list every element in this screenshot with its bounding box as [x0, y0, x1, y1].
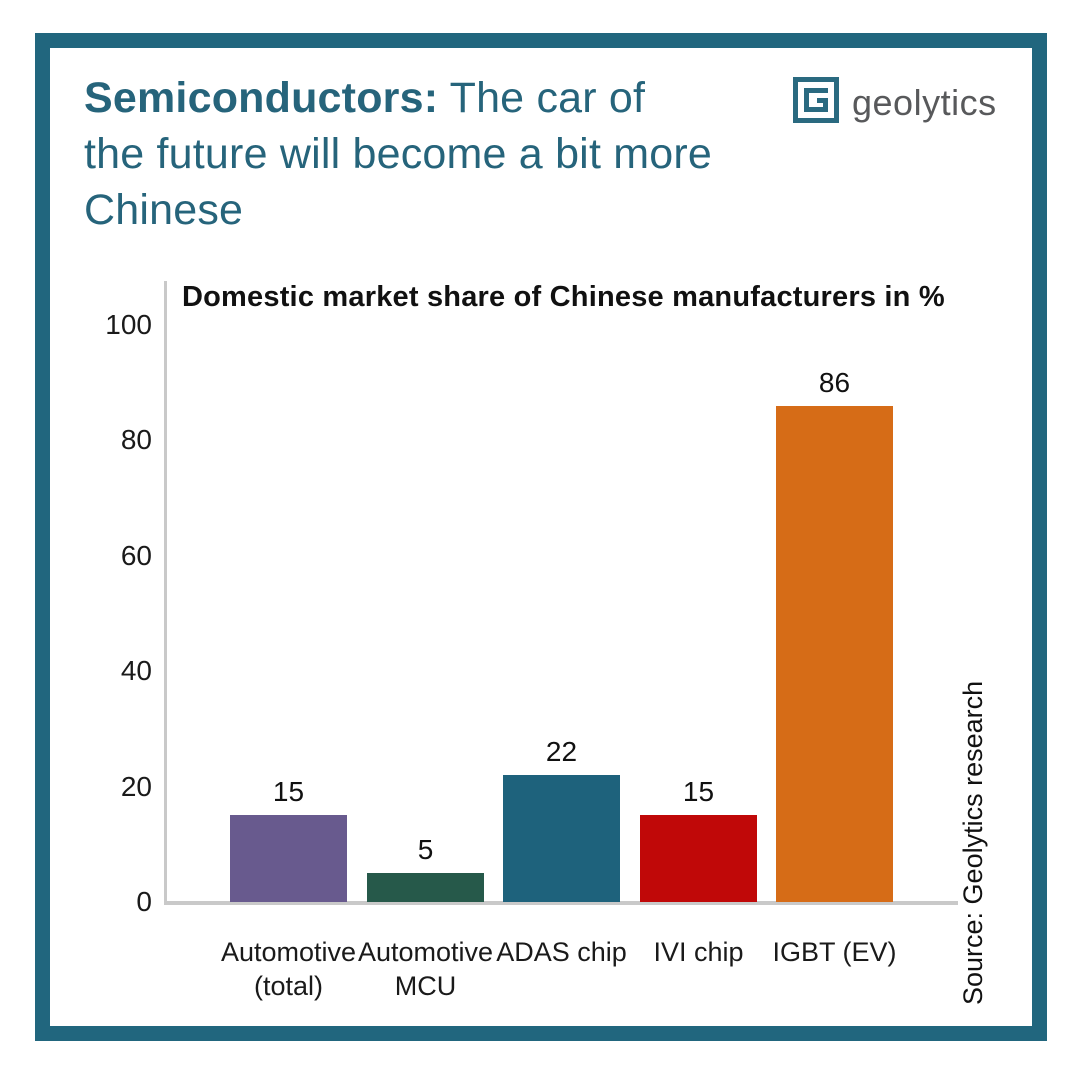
page-title-rest: The car of the future will become a bit … [84, 74, 713, 234]
page-title: Semiconductors: The car of the future wi… [84, 70, 714, 238]
y-tick-label: 60 [120, 539, 152, 571]
x-axis-baseline [164, 901, 958, 905]
y-tick-label: 100 [105, 309, 152, 340]
bar-igbt-ev [776, 405, 893, 902]
bar-value-label: 15 [682, 776, 715, 808]
page-title-emphasis: Semiconductors: [84, 74, 439, 122]
plot-area: 15 5 22 15 86 [166, 325, 958, 902]
y-tick-label: 40 [120, 655, 152, 687]
x-category-label: IVI chip [653, 937, 744, 967]
x-category-label: ADAS chip [496, 937, 627, 967]
bar-value-label: 22 [545, 736, 578, 768]
source-note: Source: Geolytics research [958, 680, 988, 1005]
y-tick-label: 0 [136, 886, 152, 917]
y-axis-line [164, 281, 167, 905]
bar-value-label: 5 [417, 834, 434, 866]
geolytics-logo: geolytics [792, 76, 997, 129]
bar-ivi-chip [640, 815, 757, 902]
y-tick-label: 20 [120, 770, 152, 802]
logo-wordmark: geolytics [852, 81, 997, 123]
geolytics-g-square-icon [792, 76, 840, 129]
bar-value-label: 15 [272, 776, 305, 808]
bar-automotive-mcu [367, 873, 484, 902]
bar-automotive-total [230, 815, 347, 902]
x-category-label: IGBT (EV) [772, 937, 897, 967]
x-category-label: Automotive MCU [357, 937, 494, 1001]
y-tick-label: 80 [120, 424, 152, 456]
chart-title: Domestic market share of Chinese manufac… [182, 281, 945, 313]
bar-adas-chip [503, 775, 620, 902]
bar-value-label: 86 [818, 366, 851, 398]
x-category-label: Automotive (total) [220, 937, 357, 1001]
